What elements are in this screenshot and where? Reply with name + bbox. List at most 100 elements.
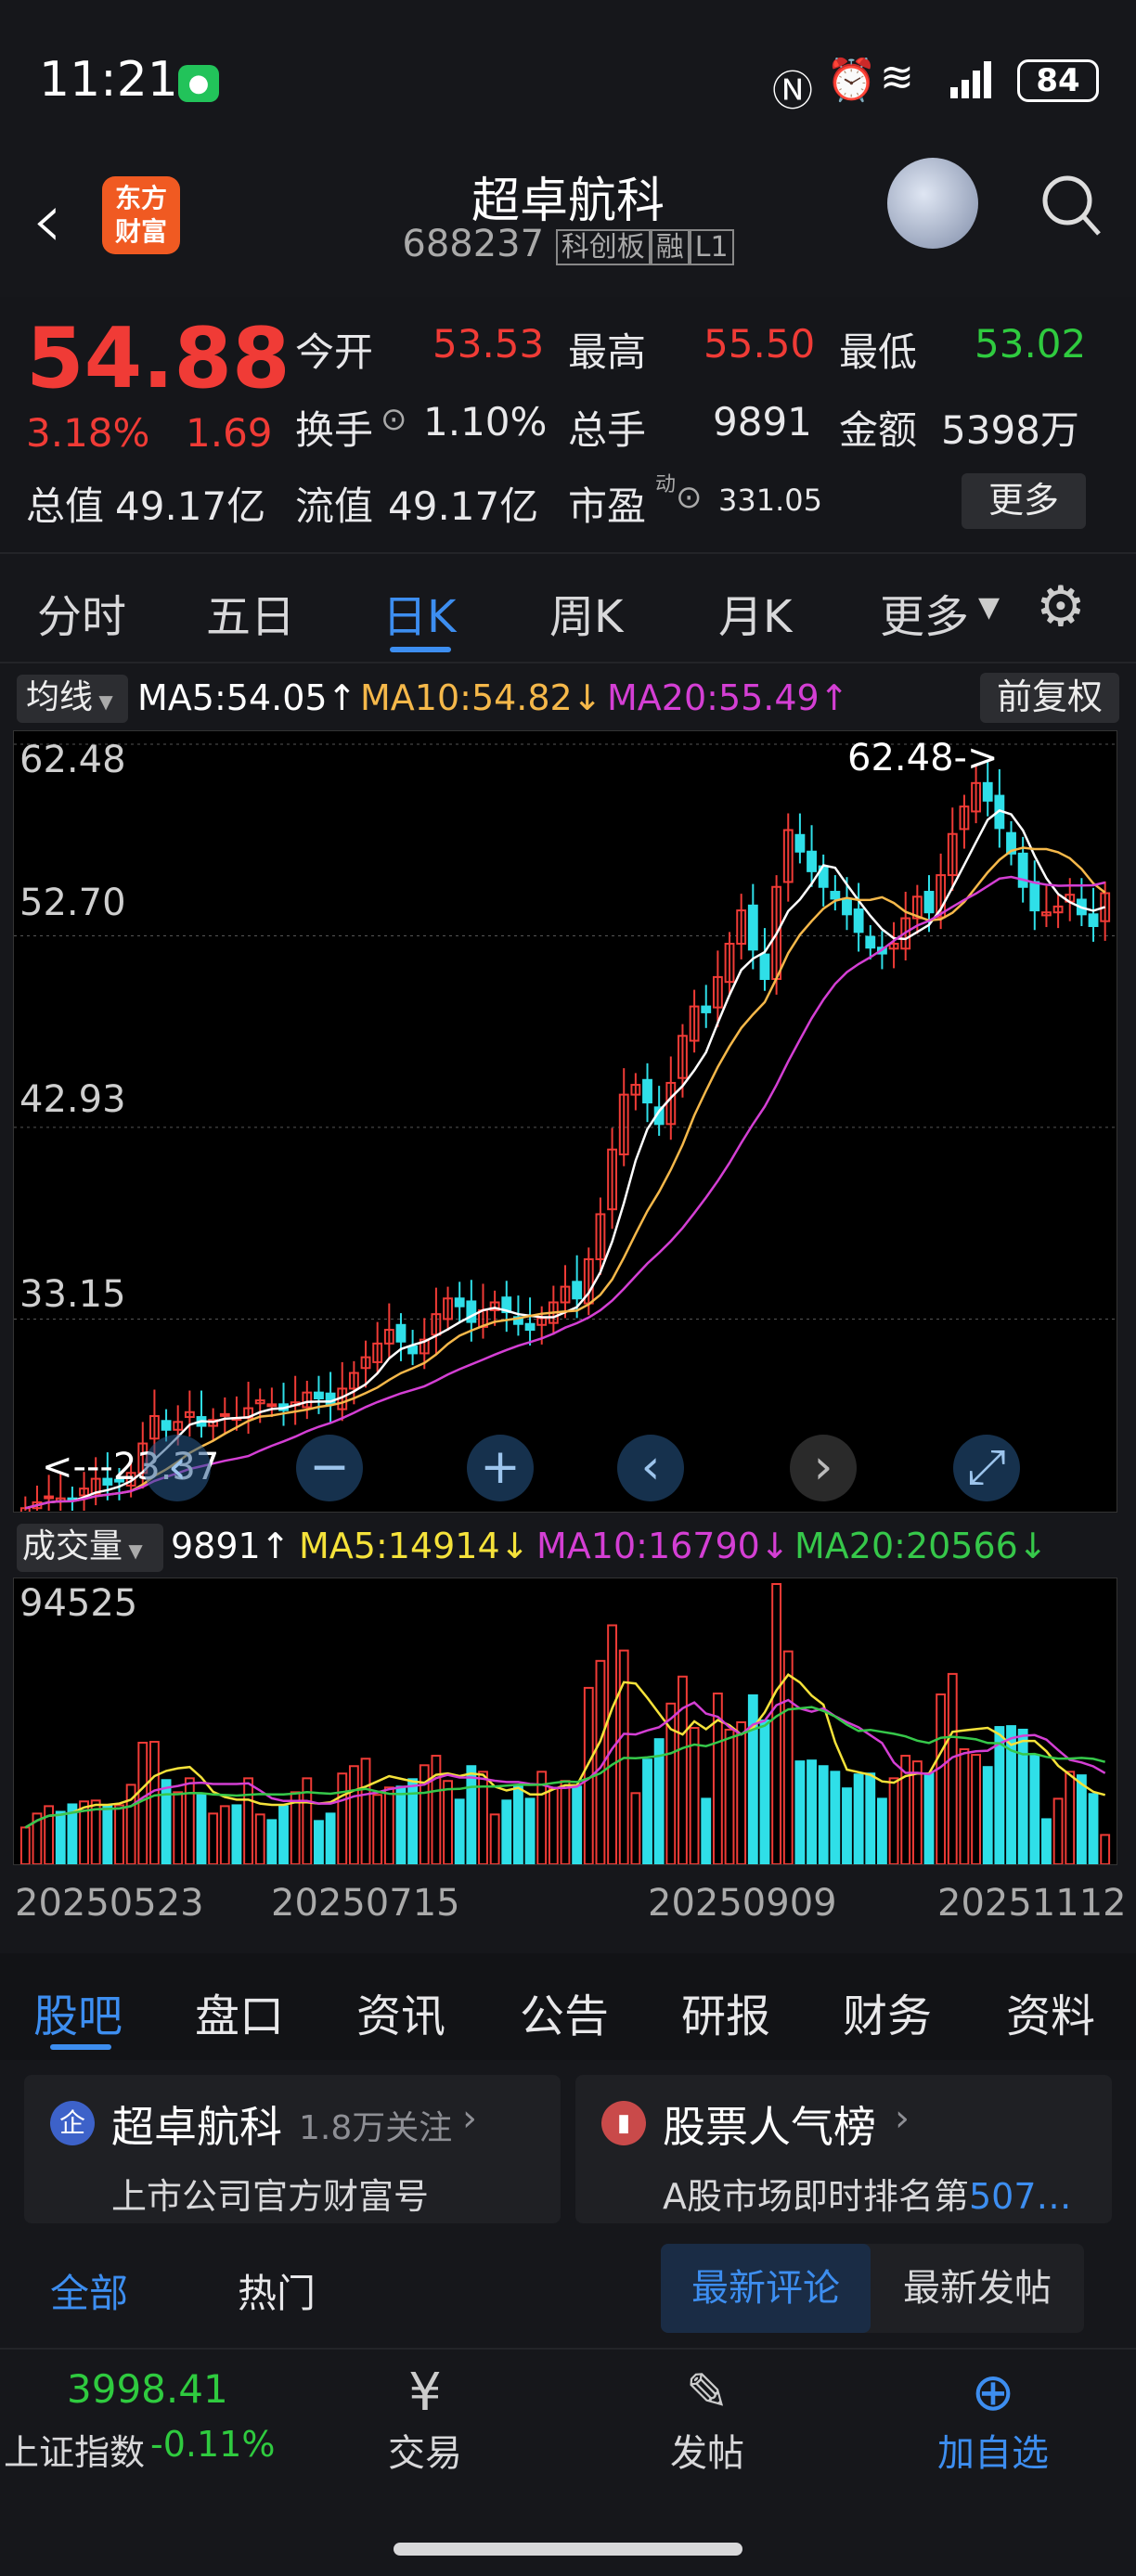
move-left-icon[interactable]: ‹ bbox=[144, 1435, 211, 1501]
zoom-in-icon[interactable]: + bbox=[467, 1435, 534, 1501]
enterprise-badge-icon: 企 bbox=[50, 2101, 95, 2145]
candle-body bbox=[372, 1342, 383, 1363]
candlestick-chart[interactable]: 62.48 52.70 42.93 33.15 62.48-> <---23.3… bbox=[13, 730, 1117, 1513]
sort-latest-posts[interactable]: 最新发帖 bbox=[903, 2267, 1052, 2310]
settings-gear-icon[interactable]: ⚙ bbox=[1036, 574, 1086, 639]
info-icon[interactable]: ⊙ bbox=[381, 401, 407, 438]
candle-body bbox=[689, 1005, 700, 1042]
turnover-value: 1.10% bbox=[423, 399, 548, 444]
candle-body bbox=[219, 1412, 230, 1417]
tab-monthly-k[interactable]: 月K bbox=[718, 591, 793, 643]
fullscreen-icon[interactable]: ⤢ bbox=[953, 1435, 1020, 1501]
vol-ma20: MA20:20566↓ bbox=[794, 1526, 1048, 1566]
high-marker: 62.48-> bbox=[847, 737, 999, 779]
quote-panel: 54.88 3.18% 1.69 今开 53.53 最高 55.50 最低 53… bbox=[0, 297, 1136, 552]
tab-finance[interactable]: 财务 bbox=[843, 1990, 933, 2042]
tab-weekly-k[interactable]: 周K bbox=[549, 591, 624, 643]
candle-body bbox=[114, 1478, 124, 1483]
candle-body bbox=[736, 909, 747, 946]
volume-bar bbox=[1076, 1774, 1087, 1864]
robot-assistant-icon[interactable] bbox=[887, 158, 978, 249]
ma-selector[interactable]: 均线 ▼ bbox=[17, 675, 128, 723]
vol-ma5: MA5:14914↓ bbox=[299, 1526, 530, 1566]
index-name[interactable]: 上证指数 bbox=[4, 2432, 146, 2473]
volume-bar bbox=[231, 1804, 242, 1864]
ranking-chart-icon: ▮ bbox=[601, 2101, 646, 2145]
candle-body bbox=[44, 1495, 55, 1500]
filter-all[interactable]: 全部 bbox=[50, 2271, 129, 2316]
candle-body bbox=[79, 1488, 89, 1497]
sort-toggle: 最新评论 最新发帖 bbox=[661, 2244, 1084, 2333]
scroll-left-icon[interactable]: ‹ bbox=[617, 1435, 684, 1501]
pe-info-icon[interactable]: ⊙ bbox=[676, 479, 703, 516]
scroll-right-icon[interactable]: › bbox=[790, 1435, 857, 1501]
active-tab-indicator bbox=[390, 647, 451, 652]
filter-hot[interactable]: 热门 bbox=[238, 2271, 316, 2316]
candle-body bbox=[1017, 852, 1028, 888]
tab-intraday[interactable]: 分时 bbox=[37, 591, 127, 643]
volume-label: 总手 bbox=[568, 407, 647, 453]
candle-body bbox=[489, 1301, 500, 1311]
tab-news[interactable]: 资讯 bbox=[356, 1990, 446, 2042]
ma10-line bbox=[24, 846, 1106, 1510]
volume-bar bbox=[266, 1819, 278, 1864]
ma5-line bbox=[24, 808, 1106, 1510]
candle-body bbox=[501, 1296, 512, 1314]
tab-announcements[interactable]: 公告 bbox=[520, 1990, 610, 2042]
candle-body bbox=[842, 897, 852, 916]
tab-forum[interactable]: 股吧 bbox=[33, 1990, 123, 2042]
volume-chart[interactable]: 94525 bbox=[13, 1578, 1117, 1865]
tab-five-day[interactable]: 五日 bbox=[206, 591, 296, 643]
volume-bar bbox=[994, 1726, 1005, 1864]
pe-value: 331.05 bbox=[718, 483, 822, 518]
volume-bar bbox=[501, 1799, 512, 1864]
volume-bar bbox=[137, 1742, 148, 1864]
post-button[interactable]: ✎ 发帖 bbox=[661, 2363, 754, 2477]
volume-bar bbox=[32, 1812, 43, 1864]
back-icon[interactable]: ‹ bbox=[32, 174, 63, 265]
tab-profile[interactable]: 资料 bbox=[1006, 1990, 1096, 2042]
tab-more[interactable]: 更多 bbox=[880, 591, 970, 643]
volume-bar bbox=[512, 1785, 523, 1864]
volume-bar bbox=[630, 1792, 641, 1864]
popularity-rank-card[interactable]: ▮ 股票人气榜 › A股市场即时排名第507… bbox=[575, 2075, 1112, 2223]
volume-bar bbox=[689, 1727, 700, 1864]
tab-order-book[interactable]: 盘口 bbox=[195, 1990, 285, 2042]
ma10-value: MA10:54.82↓ bbox=[360, 677, 602, 718]
candle-body bbox=[865, 935, 876, 949]
volume-bar bbox=[724, 1728, 735, 1864]
volume-bar bbox=[842, 1787, 852, 1864]
official-account-card[interactable]: 企 超卓航科 1.8万关注 › 上市公司官方财富号 bbox=[24, 2075, 561, 2223]
tab-daily-k[interactable]: 日K bbox=[382, 591, 457, 643]
turnover-label: 换手 bbox=[295, 407, 374, 453]
candle-body bbox=[1088, 913, 1099, 927]
candle-body bbox=[572, 1281, 583, 1300]
chevron-right-icon: › bbox=[895, 2097, 910, 2140]
volume-bar bbox=[466, 1765, 477, 1864]
search-icon[interactable] bbox=[1039, 171, 1104, 245]
open-label: 今开 bbox=[295, 329, 374, 375]
trade-button[interactable]: ¥ 交易 bbox=[379, 2363, 471, 2477]
edit-icon: ✎ bbox=[685, 2363, 729, 2423]
candle-body bbox=[923, 891, 935, 914]
candle-body bbox=[712, 975, 723, 1009]
candle-body bbox=[348, 1372, 359, 1390]
chevron-right-icon: › bbox=[462, 2097, 477, 2140]
volume-bar bbox=[923, 1772, 935, 1864]
zoom-out-icon[interactable]: − bbox=[296, 1435, 363, 1501]
tab-research[interactable]: 研报 bbox=[681, 1990, 771, 2042]
candle-body bbox=[302, 1391, 313, 1409]
indicator-selector[interactable]: 成交量 ▼ bbox=[17, 1524, 163, 1572]
more-quote-button[interactable]: 更多 bbox=[962, 473, 1086, 529]
tag-level: L1 bbox=[689, 229, 734, 265]
volume-bar bbox=[665, 1702, 677, 1864]
sort-latest-comments[interactable]: 最新评论 bbox=[661, 2244, 871, 2333]
candlestick-svg bbox=[14, 743, 1117, 1512]
candle-body bbox=[747, 904, 758, 951]
adjust-mode-button[interactable]: 前复权 bbox=[980, 673, 1119, 723]
content-tabs: 股吧 盘口 资讯 公告 研报 财务 资料 bbox=[0, 1953, 1136, 2060]
add-watchlist-button[interactable]: ⊕ 加自选 bbox=[928, 2363, 1058, 2477]
volume-bar bbox=[254, 1813, 265, 1864]
low-label: 最低 bbox=[839, 329, 918, 375]
volume-value: 9891 bbox=[713, 399, 812, 444]
